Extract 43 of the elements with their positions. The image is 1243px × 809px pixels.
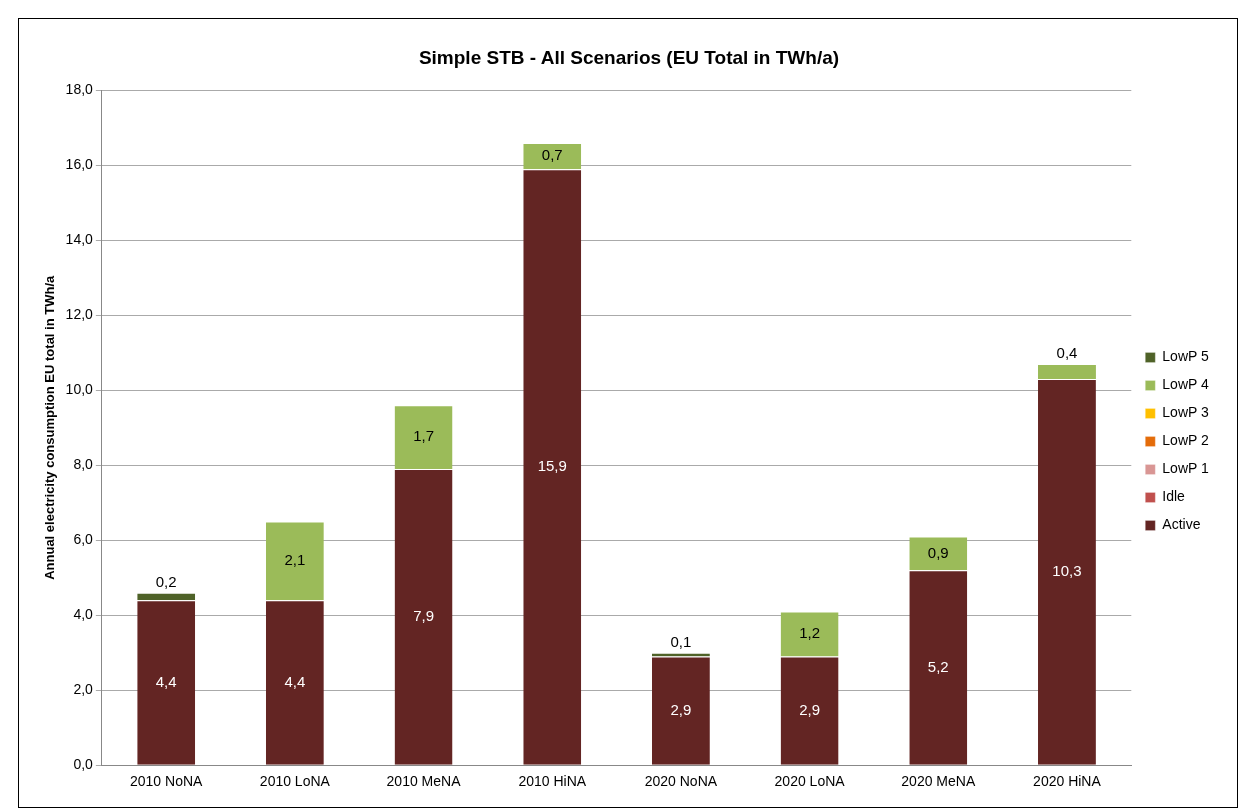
legend-label: Active bbox=[1162, 516, 1201, 533]
data-label: 0,7 bbox=[541, 146, 563, 164]
y-tick-label: 8,0 bbox=[73, 456, 94, 473]
y-tick-label: 10,0 bbox=[65, 381, 94, 398]
data-label: 0,2 bbox=[155, 572, 177, 590]
data-label: 5,2 bbox=[927, 657, 949, 675]
data-label: 2,9 bbox=[670, 700, 692, 718]
legend-label: LowP 1 bbox=[1162, 460, 1209, 477]
x-tick-label: 2010 HiNA bbox=[518, 773, 587, 790]
data-label: 4,4 bbox=[284, 672, 306, 690]
data-label: 2,1 bbox=[284, 551, 306, 569]
legend-label: LowP 3 bbox=[1162, 404, 1209, 421]
data-label: 10,3 bbox=[1052, 562, 1082, 580]
data-label: 0,4 bbox=[1056, 344, 1078, 362]
y-tick-label: 16,0 bbox=[65, 156, 94, 173]
x-tick-label: 2010 MeNA bbox=[386, 773, 462, 790]
x-tick-label: 2010 NoNA bbox=[129, 773, 204, 790]
y-tick-label: 14,0 bbox=[65, 231, 94, 248]
x-tick-label: 2020 MeNA bbox=[901, 773, 976, 790]
legend-label: LowP 2 bbox=[1162, 432, 1209, 449]
legend-label: LowP 4 bbox=[1162, 376, 1209, 393]
x-tick-label: 2010 LoNA bbox=[259, 773, 331, 790]
x-tick-label: 2020 HiNA bbox=[1033, 773, 1102, 790]
data-label: 1,7 bbox=[413, 427, 434, 445]
data-label: 2,9 bbox=[799, 700, 821, 718]
y-tick-label: 4,0 bbox=[73, 606, 94, 623]
chart-title: Simple STB - All Scenarios (EU Total in TWh/a) bbox=[417, 47, 841, 69]
y-tick-label: 2,0 bbox=[73, 681, 94, 698]
y-tick-label: 0,0 bbox=[73, 756, 94, 773]
data-label: 7,9 bbox=[413, 607, 434, 625]
x-tick-label: 2020 NoNA bbox=[644, 773, 718, 790]
x-tick-label: 2020 LoNA bbox=[774, 773, 846, 790]
data-label: 1,2 bbox=[799, 624, 821, 642]
legend-label: LowP 5 bbox=[1162, 348, 1209, 365]
data-label: 15,9 bbox=[537, 457, 567, 475]
y-tick-label: 6,0 bbox=[73, 531, 94, 548]
y-axis-title: Annual electricity consumption EU total in TWh/a bbox=[42, 274, 58, 580]
data-label: 0,1 bbox=[670, 632, 692, 650]
legend-label: Idle bbox=[1162, 488, 1186, 505]
y-tick-label: 18,0 bbox=[65, 81, 94, 98]
y-tick-label: 12,0 bbox=[65, 306, 94, 323]
data-label: 4,4 bbox=[155, 672, 177, 690]
data-label: 0,9 bbox=[927, 543, 949, 561]
